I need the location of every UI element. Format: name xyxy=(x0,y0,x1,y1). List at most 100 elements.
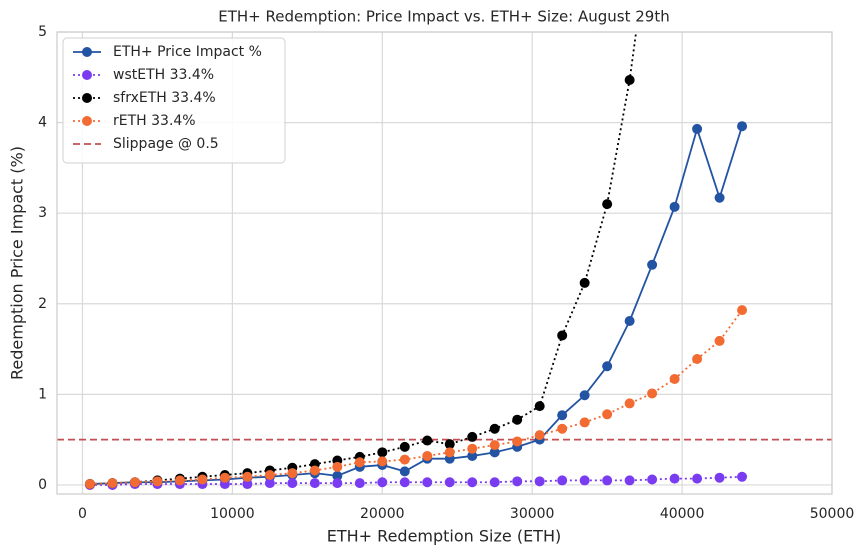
data-point xyxy=(737,471,748,482)
data-point xyxy=(579,277,590,288)
data-point xyxy=(512,436,523,447)
data-point xyxy=(692,123,703,134)
data-point xyxy=(287,468,298,479)
data-point xyxy=(624,398,635,409)
data-point xyxy=(714,335,725,346)
data-point xyxy=(354,478,365,489)
x-tick-label: 0 xyxy=(78,506,87,522)
data-point xyxy=(489,477,500,488)
data-point xyxy=(557,475,568,486)
y-tick-label: 4 xyxy=(38,115,47,131)
legend-marker xyxy=(82,70,92,80)
data-point xyxy=(444,439,455,450)
data-point xyxy=(557,423,568,434)
y-tick-label: 0 xyxy=(38,477,47,493)
data-point xyxy=(444,447,455,458)
data-point xyxy=(467,477,478,488)
data-point xyxy=(152,476,163,487)
data-point xyxy=(129,477,140,488)
data-point xyxy=(489,440,500,451)
data-point xyxy=(669,473,680,484)
data-point xyxy=(467,450,478,461)
data-point xyxy=(399,454,410,465)
data-point xyxy=(602,409,613,420)
legend-label: wstETH 33.4% xyxy=(113,67,214,83)
data-point xyxy=(557,330,568,341)
data-point xyxy=(714,192,725,203)
data-point xyxy=(174,475,185,486)
data-point xyxy=(264,469,275,480)
data-point xyxy=(602,475,613,486)
data-point xyxy=(399,441,410,452)
legend-label: Slippage @ 0.5 xyxy=(113,136,219,152)
legend-label: sfrxETH 33.4% xyxy=(113,90,216,106)
x-tick-label: 40000 xyxy=(660,506,705,522)
data-point xyxy=(467,431,478,442)
y-axis-label: Redemption Price Impact (%) xyxy=(8,146,27,380)
data-point xyxy=(377,447,388,458)
data-point xyxy=(309,465,320,476)
data-point xyxy=(197,474,208,485)
data-point xyxy=(84,479,95,490)
data xyxy=(57,32,832,490)
x-axis-label: ETH+ Redemption Size (ETH) xyxy=(327,527,561,546)
data-point xyxy=(467,443,478,454)
legend-marker xyxy=(82,116,92,126)
data-point xyxy=(647,259,658,270)
data-point xyxy=(264,478,275,489)
data-point xyxy=(377,456,388,467)
data-point xyxy=(377,477,388,488)
y-tick-label: 5 xyxy=(38,24,47,40)
data-point xyxy=(737,305,748,316)
data-point xyxy=(579,390,590,401)
data-point xyxy=(332,461,343,472)
data-point xyxy=(332,478,343,489)
data-point xyxy=(534,430,545,441)
data-point xyxy=(422,435,433,446)
data-point xyxy=(579,475,590,486)
data-point xyxy=(354,457,365,468)
data-point xyxy=(534,476,545,487)
data-point xyxy=(399,477,410,488)
data-point xyxy=(489,423,500,434)
data-point xyxy=(444,477,455,488)
data-point xyxy=(579,417,590,428)
data-point xyxy=(624,475,635,486)
data-point xyxy=(512,414,523,425)
data-point xyxy=(737,121,748,132)
data-point xyxy=(489,447,500,458)
data-point xyxy=(422,450,433,461)
data-point xyxy=(534,401,545,412)
data-point xyxy=(557,410,568,421)
x-tick-label: 50000 xyxy=(810,506,855,522)
data-point xyxy=(399,466,410,477)
y-tick-label: 2 xyxy=(38,296,47,312)
data-point xyxy=(669,373,680,384)
data-point xyxy=(332,470,343,481)
y-tick-label: 1 xyxy=(38,386,47,402)
data-point xyxy=(602,199,613,210)
data-point xyxy=(512,476,523,487)
x-tick-label: 10000 xyxy=(210,506,255,522)
series-line xyxy=(89,475,743,486)
data-point xyxy=(624,75,635,86)
legend-label: rETH 33.4% xyxy=(113,113,196,129)
data-point xyxy=(287,478,298,489)
data-point xyxy=(242,471,253,482)
data-point xyxy=(624,315,635,326)
y-tick-label: 3 xyxy=(38,205,47,221)
data-point xyxy=(647,388,658,399)
chart-title: ETH+ Redemption: Price Impact vs. ETH+ S… xyxy=(218,8,670,26)
x-tick-label: 20000 xyxy=(360,506,405,522)
data-point xyxy=(219,472,230,483)
data-point xyxy=(422,477,433,488)
data-point xyxy=(714,472,725,483)
data-point xyxy=(692,473,703,484)
x-tick-label: 30000 xyxy=(510,506,555,522)
data-point xyxy=(647,474,658,485)
legend-box xyxy=(62,37,286,164)
legend-marker xyxy=(82,93,92,103)
legend: ETH+ Price Impact % wstETH 33.4% sfrxETH 3… xyxy=(62,37,286,164)
legend-label: ETH+ Price Impact % xyxy=(113,44,262,60)
